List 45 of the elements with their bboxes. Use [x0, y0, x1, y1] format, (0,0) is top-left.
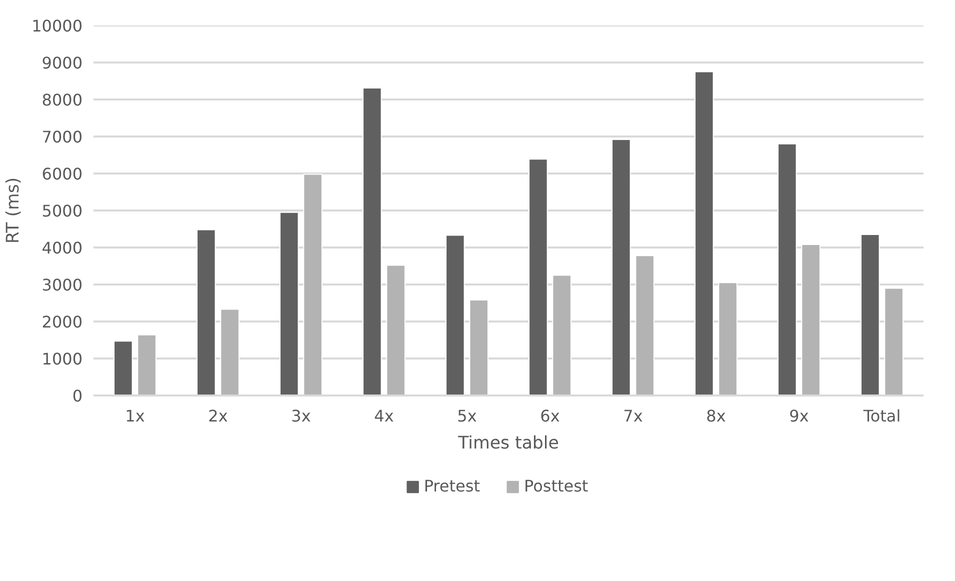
bar — [280, 212, 299, 396]
x-tick-label: 7x — [623, 406, 643, 426]
bar — [137, 334, 156, 396]
legend-label: Pretest — [424, 476, 480, 496]
y-tick-label: 10000 — [32, 16, 83, 36]
x-tick-label: Total — [862, 406, 901, 426]
x-tick-label: 1x — [125, 406, 145, 426]
bar — [552, 274, 572, 396]
x-axis-title: Times table — [457, 434, 559, 454]
x-tick-label: 2x — [208, 406, 228, 426]
bar — [469, 300, 488, 396]
y-tick-label: 9000 — [42, 54, 82, 72]
bar — [114, 340, 133, 396]
bar — [801, 244, 820, 396]
x-tick-label: 4x — [374, 406, 394, 426]
bar — [635, 255, 654, 396]
bar — [778, 143, 797, 396]
y-tick-label: 4000 — [42, 238, 82, 258]
y-tick-label: 2000 — [42, 312, 82, 332]
bar — [220, 308, 240, 396]
bar — [718, 282, 738, 396]
legend-label: Posttest — [524, 476, 588, 496]
y-tick-label: 6000 — [42, 164, 82, 184]
x-tick-label: 3x — [291, 406, 311, 426]
bar — [612, 138, 631, 396]
x-tick-label: 9x — [789, 406, 809, 426]
y-tick-label: 7000 — [42, 128, 82, 146]
y-tick-label: 0 — [72, 386, 83, 406]
y-tick-label: 8000 — [42, 90, 82, 110]
bar — [303, 174, 322, 396]
bar — [446, 234, 465, 396]
bar — [386, 264, 406, 396]
bar — [196, 229, 216, 396]
y-tick-label: 3000 — [42, 276, 82, 294]
bar — [362, 88, 382, 396]
bar — [884, 288, 904, 396]
bar — [694, 71, 714, 396]
y-axis-title: RT (ms) — [4, 177, 24, 244]
y-tick-label: 5000 — [42, 202, 82, 220]
x-tick-label: 5x — [457, 406, 477, 426]
bar — [860, 234, 880, 396]
y-tick-label: 1000 — [42, 350, 82, 368]
x-tick-label: 6x — [540, 406, 560, 426]
bar — [528, 158, 548, 396]
x-tick-label: 8x — [706, 406, 726, 426]
